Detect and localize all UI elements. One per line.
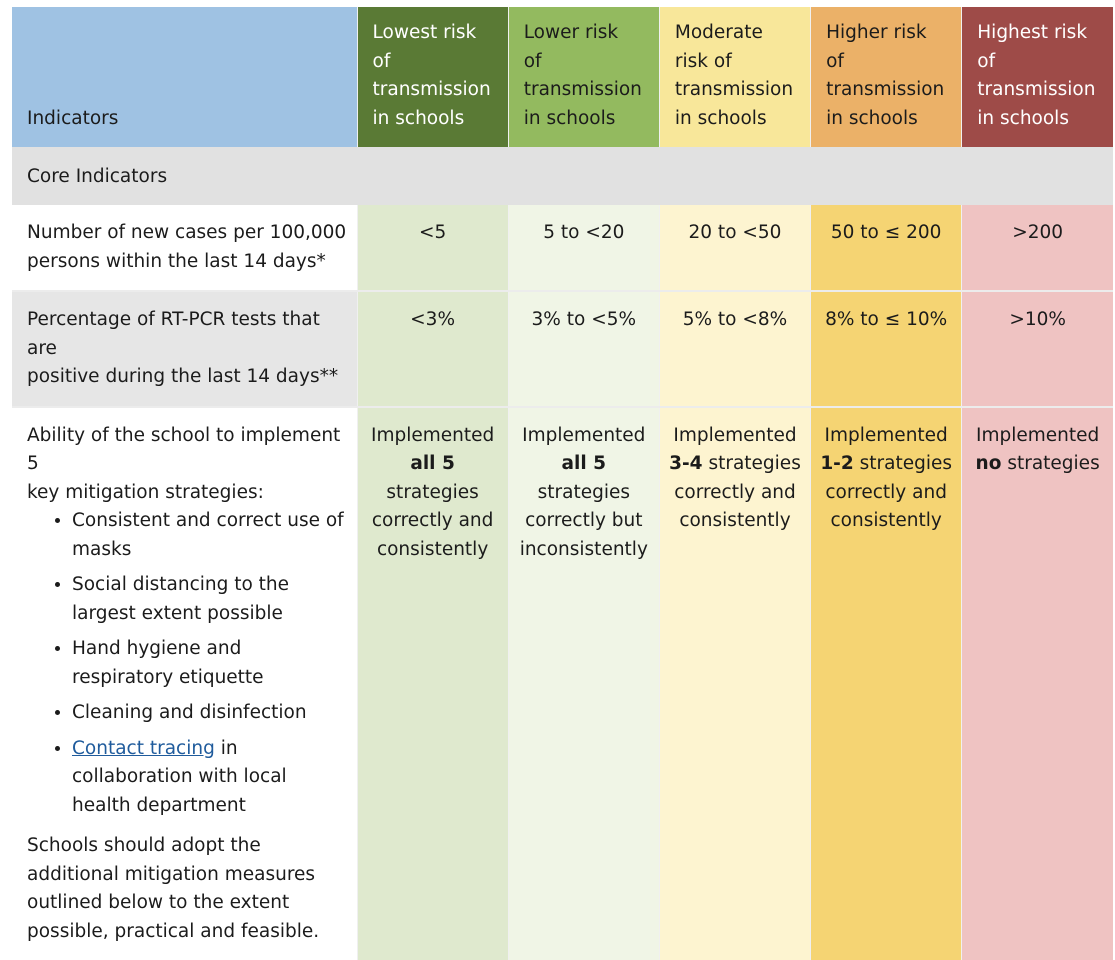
- contact-tracing-link[interactable]: Contact tracing: [72, 738, 215, 759]
- value-cell: <3%: [357, 291, 508, 407]
- header-line: of: [524, 48, 649, 77]
- header-row: Indicators Lowest risk of transmission i…: [12, 7, 1113, 147]
- header-higher-risk: Higher risk of transmission in schools: [811, 7, 962, 147]
- value-cell: >10%: [962, 291, 1113, 407]
- value-cell: 50 to ≤ 200: [811, 205, 962, 291]
- header-line: transmission: [826, 76, 951, 105]
- header-line: in schools: [826, 105, 951, 134]
- list-item: Cleaning and disinfection: [72, 699, 347, 728]
- header-line: Higher risk: [826, 19, 951, 48]
- header-line: transmission: [524, 76, 649, 105]
- header-line: Moderate: [675, 19, 800, 48]
- header-moderate-risk: Moderate risk of transmission in schools: [659, 7, 810, 147]
- table-row: Number of new cases per 100,000 persons …: [12, 205, 1113, 291]
- list-item: Hand hygiene and respiratory etiquette: [72, 635, 347, 692]
- header-line: of: [373, 48, 498, 77]
- mitigation-cell: Implemented 3-4 strategies correctly and…: [659, 407, 810, 960]
- header-line: risk of: [675, 48, 800, 77]
- mitigation-label: Ability of the school to implement 5 key…: [12, 407, 357, 960]
- value-cell: 3% to <5%: [508, 291, 659, 407]
- header-lowest-risk: Lowest risk of transmission in schools: [357, 7, 508, 147]
- mitigation-cell: Implemented no strategies: [962, 407, 1113, 960]
- list-item: Social distancing to the largest extent …: [72, 571, 347, 628]
- row-label: Number of new cases per 100,000 persons …: [12, 205, 357, 291]
- header-line: in schools: [373, 105, 498, 134]
- value-cell: 5% to <8%: [659, 291, 810, 407]
- table-row: Ability of the school to implement 5 key…: [12, 407, 1113, 960]
- header-line: in schools: [524, 105, 649, 134]
- header-lower-risk: Lower risk of transmission in schools: [508, 7, 659, 147]
- value-cell: 20 to <50: [659, 205, 810, 291]
- header-line: of: [977, 48, 1103, 77]
- header-indicators: Indicators: [12, 7, 357, 147]
- strategy-list: Consistent and correct use of masks Soci…: [27, 507, 347, 820]
- mitigation-note: Schools should adopt the additional miti…: [27, 832, 347, 946]
- header-line: of: [826, 48, 951, 77]
- table-row: Percentage of RT-PCR tests that are posi…: [12, 291, 1113, 407]
- header-line: in schools: [675, 105, 800, 134]
- header-highest-risk: Highest risk of transmission in schools: [962, 7, 1113, 147]
- section-row: Core Indicators: [12, 147, 1113, 205]
- section-title: Core Indicators: [12, 147, 1113, 205]
- mitigation-cell: Implemented all 5 strategies correctly a…: [357, 407, 508, 960]
- header-line: Highest risk: [977, 19, 1103, 48]
- mitigation-cell: Implemented 1-2 strategies correctly and…: [811, 407, 962, 960]
- row-label: Percentage of RT-PCR tests that are posi…: [12, 291, 357, 407]
- header-line: Lower risk: [524, 19, 649, 48]
- value-cell: <5: [357, 205, 508, 291]
- mitigation-cell: Implemented all 5 strategies correctly b…: [508, 407, 659, 960]
- value-cell: 8% to ≤ 10%: [811, 291, 962, 407]
- header-line: in schools: [977, 105, 1103, 134]
- header-line: Lowest risk: [373, 19, 498, 48]
- list-item: Consistent and correct use of masks: [72, 507, 347, 564]
- list-item: Contact tracing in collaboration with lo…: [72, 735, 347, 821]
- header-line: transmission: [373, 76, 498, 105]
- value-cell: 5 to <20: [508, 205, 659, 291]
- header-line: transmission: [977, 76, 1103, 105]
- risk-indicators-table: Indicators Lowest risk of transmission i…: [12, 7, 1113, 960]
- value-cell: >200: [962, 205, 1113, 291]
- header-line: transmission: [675, 76, 800, 105]
